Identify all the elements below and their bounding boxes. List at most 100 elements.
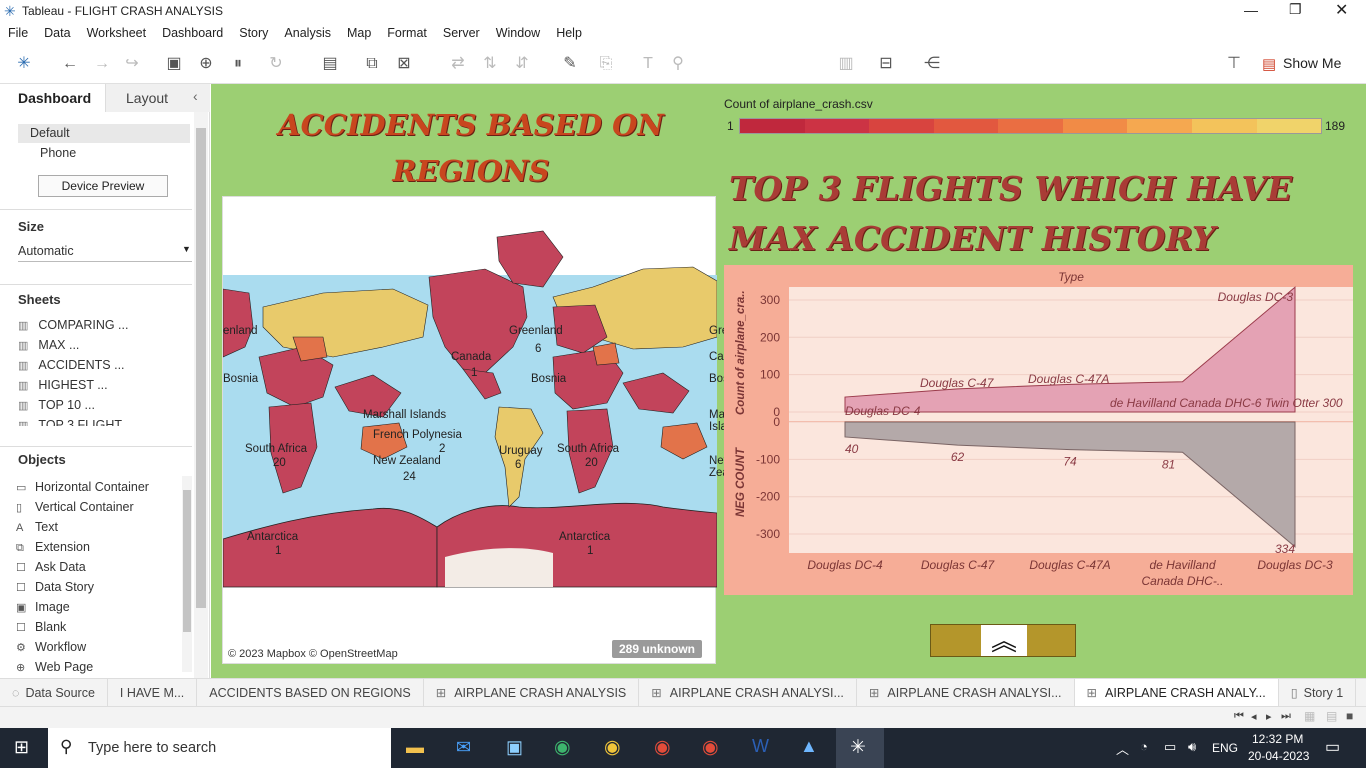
network-icon[interactable]: ◔	[1140, 739, 1148, 754]
device-default[interactable]: Default	[30, 126, 70, 140]
sheet-tab[interactable]: ⊞ AIRPLANE CRASH ANALYSIS	[424, 678, 640, 707]
replay-icon[interactable]: ↪	[125, 55, 139, 72]
object-item[interactable]: ⊕ Web Page	[16, 660, 93, 674]
photos-icon[interactable]: ▲	[800, 736, 818, 756]
share-icon[interactable]: ⋲	[924, 55, 940, 72]
sheet-tab[interactable]: ⊞ AIRPLANE CRASH ANALY...	[1074, 678, 1279, 707]
tabs-view-icon[interactable]: ■	[1346, 709, 1354, 723]
notifications-icon[interactable]: ▭	[1325, 739, 1341, 756]
unknown-indicator[interactable]: 289 unknown	[612, 640, 703, 658]
menu-worksheet[interactable]: Worksheet	[86, 26, 147, 40]
color-legend[interactable]	[739, 118, 1322, 134]
device-phone[interactable]: Phone	[40, 146, 77, 160]
battery-icon[interactable]: ▭	[1164, 739, 1177, 754]
menu-dashboard[interactable]: Dashboard	[162, 26, 224, 40]
sheet-tab[interactable]: I HAVE M...	[108, 678, 198, 707]
clock-date[interactable]: 20-04-2023	[1248, 749, 1310, 763]
last-sheet-icon[interactable]: ⏭	[1281, 710, 1291, 722]
object-item[interactable]: ⧉ Extension	[16, 540, 90, 555]
presentation-icon[interactable]: ⊟	[879, 55, 893, 72]
first-sheet-icon[interactable]: ⏮	[1234, 710, 1244, 722]
restore-icon[interactable]: ❐	[1289, 1, 1302, 17]
sheet-item[interactable]: ▥ TOP 10 ...	[18, 398, 95, 412]
next-sheet-icon[interactable]: ▸	[1266, 711, 1272, 723]
menu-help[interactable]: Help	[556, 26, 582, 40]
chevron-up-icon[interactable]: ︿	[1116, 742, 1130, 757]
show-cards-icon[interactable]: ▥	[838, 55, 854, 72]
sort-asc-icon[interactable]: ⇅	[483, 55, 497, 72]
chevron-down-icon[interactable]: ▼	[182, 244, 191, 254]
object-item[interactable]: ☐ Data Story	[16, 580, 94, 594]
sheet-item[interactable]: ▥ TOP 3 FLIGHT ...	[18, 418, 136, 426]
edge-icon[interactable]: ◉	[554, 737, 571, 758]
sheet-tab[interactable]: ⊞ AIRPLANE CRASH ANALYSI...	[639, 678, 857, 707]
pause-updates-icon[interactable]: ⏸	[233, 55, 242, 72]
mail-icon[interactable]: ✉	[456, 737, 472, 757]
highlight-icon[interactable]: ✎	[563, 55, 577, 72]
clear-sheet-icon[interactable]: ⊠	[397, 55, 411, 72]
menu-data[interactable]: Data	[44, 26, 71, 40]
sheet-item[interactable]: ▥ HIGHEST ...	[18, 378, 108, 392]
show-me-icon[interactable]: ▤	[1262, 56, 1277, 73]
tableau-home-icon[interactable]: ✳	[17, 55, 31, 72]
size-select[interactable]: Automatic	[18, 244, 74, 258]
object-item[interactable]: A Text	[16, 520, 58, 534]
device-preview-button[interactable]: Device Preview	[38, 175, 168, 197]
pin-icon[interactable]: ⚲	[672, 55, 684, 72]
sheet-item[interactable]: ▥ COMPARING ...	[18, 318, 128, 332]
navigation-button[interactable]: ︽	[930, 624, 1076, 657]
grid-view-icon[interactable]: ▦	[1304, 709, 1316, 723]
object-item[interactable]: ☐ Blank	[16, 620, 66, 634]
redo-icon[interactable]: →	[94, 55, 110, 72]
world-map[interactable]	[222, 197, 718, 665]
new-sheet-icon[interactable]: ▤	[322, 55, 338, 72]
menu-format[interactable]: Format	[387, 26, 427, 40]
volume-icon[interactable]: 🔊︎	[1188, 739, 1197, 754]
menu-story[interactable]: Story	[239, 26, 269, 40]
store-icon[interactable]: ▣	[506, 737, 524, 757]
refresh-icon[interactable]: ↻	[269, 55, 283, 72]
new-datasource-icon[interactable]: ⊕	[199, 55, 213, 72]
labels-icon[interactable]: T	[643, 55, 653, 72]
taskbar-search-placeholder[interactable]: Type here to search	[88, 740, 217, 756]
chrome-profile2-icon[interactable]: ◉	[702, 737, 719, 758]
double-chevron-up-icon[interactable]: ︽	[981, 625, 1027, 656]
windows-start-icon[interactable]: ⊞	[14, 737, 30, 757]
close-icon[interactable]: ✕	[1335, 2, 1349, 19]
tableau-taskbar-app[interactable]: ✳	[836, 728, 884, 768]
word-icon[interactable]: W	[752, 736, 769, 756]
object-item[interactable]: ▯ Vertical Container	[16, 500, 134, 514]
object-item[interactable]: ▣ Image	[16, 600, 70, 614]
area-chart[interactable]: Type 300 200 100 0 0 -100 -200 -300 Count of airp…	[724, 265, 1353, 595]
menu-file[interactable]: File	[8, 26, 29, 40]
group-icon[interactable]: ⎘	[599, 55, 613, 72]
sort-desc-icon[interactable]: ⇵	[515, 55, 529, 72]
sheet-item[interactable]: ▥ ACCIDENTS ...	[18, 358, 125, 372]
sheet-tab[interactable]: ▯ Story 1	[1279, 678, 1357, 707]
object-item[interactable]: ⚙ Workflow	[16, 640, 86, 654]
save-icon[interactable]: ▣	[166, 55, 182, 72]
swap-icon[interactable]: ⇄	[451, 55, 465, 72]
menu-map[interactable]: Map	[346, 26, 372, 40]
device-default-row[interactable]	[18, 124, 190, 143]
sheet-item[interactable]: ▥ MAX ...	[18, 338, 79, 352]
map-view[interactable]: enland Greenland 6 Canada 1 Bosnia Bosnia Marsh…	[222, 196, 763, 665]
chrome-icon[interactable]: ◉	[604, 737, 621, 758]
object-item[interactable]: ☐ Ask Data	[16, 560, 86, 574]
menu-analysis[interactable]: Analysis	[284, 26, 331, 40]
language-indicator[interactable]: ENG	[1212, 741, 1239, 755]
chrome-profile-icon[interactable]: ◉	[654, 737, 671, 758]
minimize-icon[interactable]: —	[1244, 2, 1258, 18]
clock-time[interactable]: 12:32 PM	[1252, 732, 1304, 746]
menu-window[interactable]: Window	[495, 26, 541, 40]
format-painter-icon[interactable]: ⊤	[1227, 55, 1241, 72]
undo-icon[interactable]: ←	[62, 55, 78, 72]
filmstrip-icon[interactable]: ▤	[1326, 709, 1338, 723]
collapse-pane-icon[interactable]: ‹	[193, 88, 198, 104]
file-explorer-icon[interactable]: ▬	[406, 737, 424, 757]
show-me-button[interactable]: Show Me	[1283, 55, 1342, 71]
taskbar-search-box[interactable]: ⚲ Type here to search	[48, 728, 391, 768]
sheet-tab[interactable]: ◌ Data Source	[0, 678, 108, 707]
duplicate-sheet-icon[interactable]: ⧉	[366, 55, 378, 72]
object-item[interactable]: ▭ Horizontal Container	[16, 480, 149, 494]
